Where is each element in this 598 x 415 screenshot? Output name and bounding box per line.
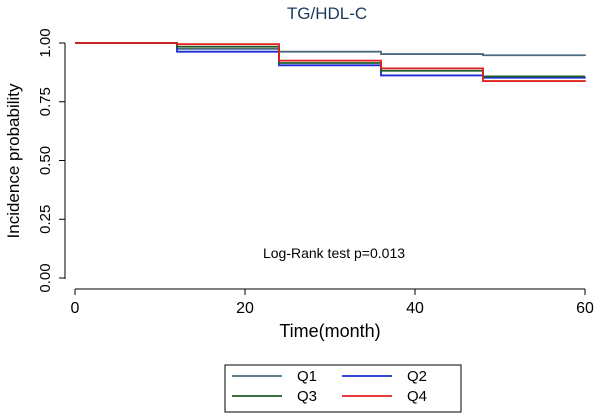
x-axis: 0 20 40 60 <box>71 288 594 317</box>
x-tick-label: 60 <box>576 300 594 317</box>
y-tick-label: 0.25 <box>37 205 54 234</box>
legend-label-q1: Q1 <box>297 368 317 385</box>
x-tick-label: 20 <box>236 300 254 317</box>
legend-label-q3: Q3 <box>297 388 317 405</box>
x-tick-label: 0 <box>71 300 80 317</box>
y-axis-label: Incidence probability <box>4 83 23 238</box>
log-rank-annotation: Log-Rank test p=0.013 <box>263 245 405 261</box>
chart-title: TG/HDL-C <box>287 4 367 23</box>
legend-label-q4: Q4 <box>407 388 427 405</box>
curve-q3 <box>75 42 585 78</box>
y-tick-label: 0.00 <box>37 263 54 292</box>
legend-label-q2: Q2 <box>407 368 427 385</box>
legend: Q1 Q2 Q3 Q4 <box>224 364 462 413</box>
y-tick-label: 1.00 <box>37 28 54 57</box>
curve-q1 <box>75 42 586 57</box>
x-axis-label: Time(month) <box>279 321 380 341</box>
y-tick-label: 0.50 <box>37 146 54 175</box>
y-axis: 0.00 0.25 0.50 0.75 1.00 <box>37 28 66 293</box>
legend-box <box>224 364 462 413</box>
curve-q4 <box>75 42 586 82</box>
x-tick-label: 40 <box>406 300 424 317</box>
survival-curves <box>75 42 586 82</box>
y-tick-label: 0.75 <box>37 87 54 116</box>
